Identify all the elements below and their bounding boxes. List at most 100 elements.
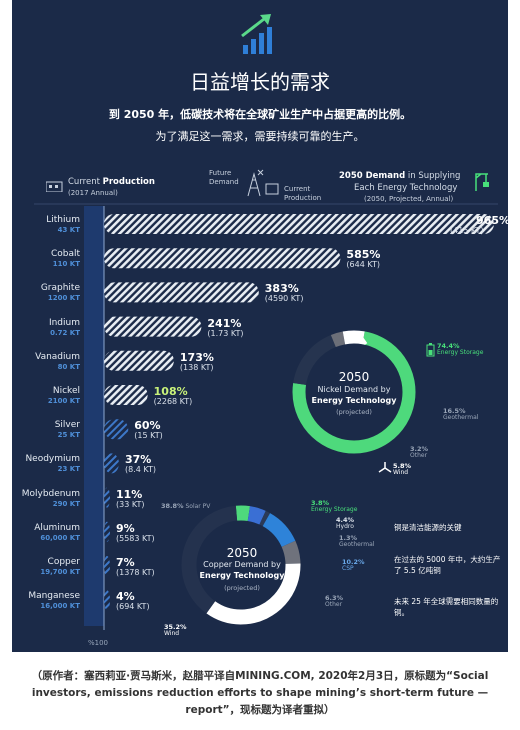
- legend-demand-sub: (2050, Projected, Annual): [364, 195, 454, 203]
- demand-label-copper: (1378 KT): [116, 568, 155, 577]
- copper-seg-hydro: 4.4% Hydro: [336, 516, 355, 530]
- demand-label-nickel: (2268 KT): [153, 397, 193, 406]
- pct-label-copper: 7%: [116, 556, 135, 569]
- bar-molybdenum: [104, 487, 110, 508]
- row-current-silver: 25 KT: [57, 431, 80, 440]
- row-label-copper: Copper: [47, 557, 80, 567]
- demand-label-manganese: (694 KT): [116, 602, 150, 612]
- x-unit-label: %100: [88, 639, 109, 647]
- pct-label-lithium: 965%: [476, 214, 508, 227]
- row-current-molybdenum: 290 KT: [52, 499, 80, 508]
- row-current-indium: 0.72 KT: [50, 328, 80, 337]
- bar-graphite: [104, 282, 259, 303]
- row-current-cobalt: 110 KT: [52, 260, 80, 269]
- demand-label-indium: (1.73 KT): [207, 328, 244, 338]
- nickel-seg-geothermal: 16.5% Geothermal: [443, 407, 479, 421]
- legend-current-production: Current Production: [68, 177, 155, 187]
- side-note-1: 铜是清洁能源的关键: [394, 523, 462, 532]
- nickel-donut-year: 2050: [338, 370, 370, 384]
- bar-aluminum: [104, 521, 110, 542]
- legend-future-b: Demand: [209, 178, 239, 186]
- demand-label-silver: (15 KT): [134, 431, 163, 441]
- row-current-lithium: 43 KT: [57, 226, 80, 234]
- row-label-lithium: Lithium: [46, 215, 80, 225]
- demand-label-cobalt: (644 KT): [346, 260, 380, 270]
- demand-label-aluminum: (5583 KT): [116, 533, 155, 543]
- row-label-manganese: Manganese: [28, 591, 80, 602]
- current-production-column: [84, 206, 104, 626]
- bar-neodymium: [104, 453, 119, 474]
- growth-chart-icon: [241, 14, 272, 54]
- demand-label-neodymium: (8.4 KT): [124, 465, 156, 475]
- copper-seg-wind: 35.2% Wind: [164, 623, 187, 637]
- row-current-nickel: 2100 KT: [47, 397, 80, 405]
- row-current-graphite: 1200 KT: [47, 294, 80, 303]
- copper-seg-csp: 10.2% CSP: [342, 558, 365, 572]
- demand-tower-icon: [247, 169, 279, 197]
- legend-current-small-a: Current: [284, 185, 311, 193]
- page-title: 日益增长的需求: [190, 70, 330, 94]
- bar-silver: [104, 419, 129, 440]
- legend-each-technology: Each Energy Technology: [354, 183, 458, 193]
- nickel-seg-storage: 74.4% Energy Storage: [437, 342, 484, 356]
- bar-copper: [104, 556, 110, 576]
- bar-vanadium: [104, 350, 174, 371]
- nickel-seg-other: 3.2% Other: [410, 445, 429, 459]
- bar-cobalt: [104, 248, 341, 269]
- copper-donut-title-b: Copper Demand by: [203, 560, 281, 569]
- bar-nickel: [104, 385, 148, 405]
- pct-label-cobalt: 585%: [346, 248, 381, 262]
- row-label-graphite: Graphite: [40, 283, 80, 294]
- bar-lithium: [104, 214, 494, 234]
- side-note-2: 在过去的 5000 年中，大约生产了 5.5 亿吨铜: [394, 555, 501, 576]
- pct-label-nickel: 108%: [153, 385, 188, 398]
- subtitle-line-2: 为了满足这一需求，需要持续可靠的生产。: [155, 130, 365, 143]
- infographic-poster: 日益增长的需求 到 2050 年，低碳技术将在全球矿业生产中占据更高的比例。 为…: [12, 0, 508, 652]
- source-caption: （原作者：塞西莉亚·贾马斯米，赵腊平译自MINING.COM, 2020年2月3…: [31, 670, 489, 716]
- row-label-aluminum: Aluminum: [34, 522, 80, 533]
- copper-donut-title-d: (projected): [224, 584, 260, 592]
- copper-seg-other: 6.3% Other: [325, 594, 344, 608]
- demand-label-graphite: (4590 KT): [264, 294, 304, 304]
- bar-chart: [34, 203, 498, 630]
- pct-label-aluminum: 9%: [116, 521, 135, 535]
- row-current-aluminum: 60,000 KT: [40, 533, 80, 542]
- wind-turbine-icon: [378, 462, 392, 473]
- pct-label-molybdenum: 11%: [116, 487, 143, 501]
- side-note-3: 未来 25 年全球需要相同数量的铜。: [394, 597, 499, 618]
- row-label-neodymium: Neodymium: [25, 454, 80, 465]
- copper-donut-title-c: Energy Technology: [199, 571, 285, 580]
- row-label-nickel: Nickel: [52, 386, 80, 396]
- pct-label-neodymium: 37%: [124, 453, 152, 467]
- copper-seg-storage: 3.8% Energy Storage: [311, 499, 358, 513]
- nickel-donut-title-c: Energy Technology: [311, 396, 397, 405]
- copper-donut-year: 2050: [226, 546, 258, 560]
- demand-label-lithium: (415 KT): [450, 226, 484, 235]
- legend-2050-demand: 2050 Demand in Supplying: [339, 171, 461, 181]
- copper-seg-solar: 38.8% Solar PV: [161, 502, 211, 510]
- row-current-vanadium: 80 KT: [57, 362, 80, 371]
- pct-label-indium: 241%: [207, 316, 242, 330]
- copper-segment-wind: [181, 505, 301, 625]
- pct-label-silver: 60%: [134, 419, 161, 433]
- row-label-silver: Silver: [54, 420, 80, 431]
- copper-segment-solar-pv: [181, 505, 301, 625]
- demand-label-vanadium: (138 KT): [179, 362, 214, 372]
- row-label-molybdenum: Molybdenum: [21, 488, 80, 499]
- legend-current-small-b: Production: [284, 194, 322, 202]
- pct-label-graphite: 383%: [264, 282, 299, 296]
- row-label-vanadium: Vanadium: [35, 351, 80, 362]
- pct-label-vanadium: 173%: [179, 350, 214, 364]
- copper-segment-other: [181, 505, 301, 625]
- subtitle-line-1: 到 2050 年，低碳技术将在全球矿业生产中占据更高的比例。: [108, 108, 412, 121]
- crane-icon: [475, 173, 489, 191]
- battery-icon: [426, 343, 435, 357]
- row-current-manganese: 16,000 KT: [40, 602, 80, 611]
- row-label-indium: Indium: [48, 317, 80, 328]
- bar-indium: [104, 316, 202, 337]
- nickel-segment-geothermal: [292, 330, 416, 454]
- nickel-seg-wind: 5.8% Wind: [393, 462, 412, 476]
- row-label-cobalt: Cobalt: [50, 249, 80, 260]
- row-current-neodymium: 23 KT: [57, 465, 80, 474]
- nickel-donut-title-d: (projected): [336, 408, 372, 416]
